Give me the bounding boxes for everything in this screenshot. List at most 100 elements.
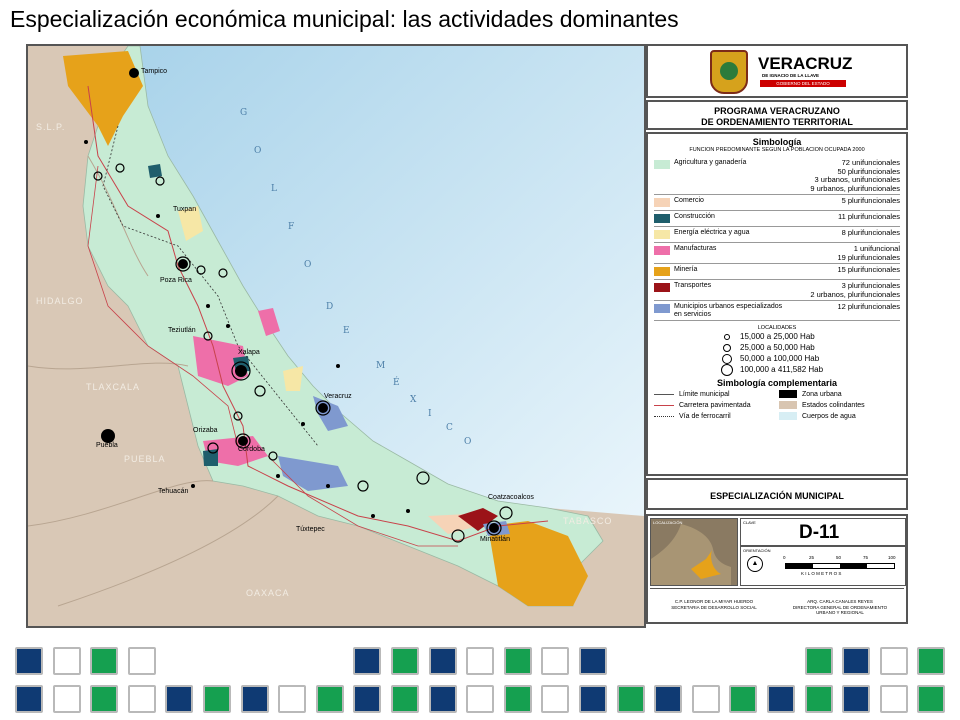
urban-zone-xalapa xyxy=(235,365,247,377)
mineria-north xyxy=(63,51,143,146)
city-label-xalapa: Xalapa xyxy=(238,349,260,356)
decorative-tile xyxy=(503,647,532,675)
scale-tick: 25 xyxy=(809,555,815,560)
complementary-item: Cuerpos de agua xyxy=(779,412,900,420)
legend-item: Agricultura y ganadería 72 unifuncionale… xyxy=(654,157,900,195)
signer-1: C.P. LEONOR DE LA MIYAR HUERDO SECRETARI… xyxy=(654,599,774,610)
sea-letter: C xyxy=(446,423,453,433)
legend-item: Municipios urbanos especializados en ser… xyxy=(654,301,900,321)
legend-item: Transportes 3 plurifuncionales 2 urbanos… xyxy=(654,280,900,301)
decorative-tile xyxy=(654,685,683,713)
decorative-tile xyxy=(353,685,382,713)
legend-item-counts: 12 plurifuncionales xyxy=(788,302,900,312)
locality-circles xyxy=(93,163,513,543)
decorative-tile xyxy=(466,685,495,713)
complementary-label: Carretera pavimentada xyxy=(679,401,751,409)
complementary-item: Estados colindantes xyxy=(779,401,900,409)
urban-zone-swatch xyxy=(779,390,797,398)
scale-unit: K I L O M E T R O S xyxy=(801,571,842,576)
legend-count: 3 plurifuncionales xyxy=(841,281,900,290)
legend-item-name: Construcción xyxy=(674,213,715,220)
complementary-item: Zona urbana xyxy=(779,390,900,398)
decorative-tile xyxy=(315,685,344,713)
decorative-tile xyxy=(729,685,758,713)
legend-item: Comercio 5 plurifuncionales xyxy=(654,195,900,211)
program-panel: PROGRAMA VERACRUZANO DE ORDENAMIENTO TER… xyxy=(646,100,908,130)
legend-swatch xyxy=(654,283,670,292)
legend-count: 19 plurifuncionales xyxy=(837,252,900,262)
scale-tick: 100 xyxy=(888,555,896,560)
signer-role: URBANO Y REGIONAL xyxy=(816,610,864,615)
decorative-tile xyxy=(165,685,194,713)
sea-letter: O xyxy=(304,260,312,270)
locality-circle-icon xyxy=(722,353,732,364)
municipal-limit-line-icon xyxy=(654,393,674,395)
legend-item-counts: 8 plurifuncionales xyxy=(788,228,900,238)
sea-letter: L xyxy=(271,184,277,194)
legend-swatch xyxy=(654,160,670,169)
city-label-orizaba: Orizaba xyxy=(193,427,218,434)
legend-item-name: Transportes xyxy=(674,282,712,289)
city-label-tuxpan: Tuxpan xyxy=(173,206,197,213)
city-label-tampico: Tampico xyxy=(141,68,168,75)
legend-count: 15 plurifuncionales xyxy=(837,265,900,274)
sea-letter: O xyxy=(464,437,472,447)
water-bodies-swatch xyxy=(779,412,797,420)
brand-sub: DE IGNACIO DE LA LLAVE xyxy=(762,73,820,78)
legend-item-counts: 11 plurifuncionales xyxy=(788,212,900,222)
urban-zone-veracruz xyxy=(318,403,328,413)
legend-item: Minería 15 plurifuncionales xyxy=(654,264,900,280)
energia-tuxpan xyxy=(178,206,203,241)
secondary-highway xyxy=(87,165,458,547)
locality-row: 25,000 a 50,000 Hab xyxy=(654,342,900,353)
legend-item-name: Municipios urbanos especializados en ser… xyxy=(674,303,783,318)
legend-count: 1 unifuncional xyxy=(853,244,900,253)
urban-zone-tampico xyxy=(129,68,139,78)
decorative-tile xyxy=(767,685,795,713)
signer-name: C.P. LEONOR DE LA MIYAR HUERDO xyxy=(674,599,754,604)
sea-letter: D xyxy=(326,302,334,312)
mineria-south xyxy=(488,521,588,606)
legend-panel: Simbología FUNCION PREDOMINANTE SEGUN LA… xyxy=(646,132,908,476)
legend-item: Energía eléctrica y agua 8 plurifunciona… xyxy=(654,227,900,243)
decorative-tile xyxy=(391,647,419,675)
legend-count: 9 urbanos, plurifuncionales xyxy=(810,183,900,193)
complementary-title: Simbología complementaria xyxy=(716,378,838,388)
decorative-tile xyxy=(428,647,457,675)
region-label-puebla: PUEBLA xyxy=(124,454,166,464)
region-label-slp: S.L.P. xyxy=(36,122,66,132)
legend-item-name: Minería xyxy=(674,266,698,273)
locality-circle-icon xyxy=(721,363,733,376)
decorative-tile xyxy=(90,647,119,675)
north-arrow-icon: ▲ xyxy=(747,556,763,572)
decorative-tile xyxy=(691,685,720,713)
energia-veracruz xyxy=(283,366,303,391)
sea-letter: M xyxy=(376,361,386,371)
sea-letter: É xyxy=(393,378,400,388)
neighbor-states-swatch xyxy=(779,401,797,409)
complementary-label: Zona urbana xyxy=(802,390,842,398)
region-label-tlaxcala: TLAXCALA xyxy=(86,382,141,392)
sea-letter: X xyxy=(410,395,417,405)
highway-line-icon xyxy=(654,404,674,406)
decorative-tile xyxy=(917,647,946,675)
urban-zone-cordoba xyxy=(238,436,248,446)
sea-letter: G xyxy=(240,108,248,118)
inset-map-svg xyxy=(651,524,731,585)
legend-swatch xyxy=(654,230,670,239)
servicios-cordoba xyxy=(278,456,348,491)
urban-zone-puebla xyxy=(101,429,115,443)
complementary-legend: Límite municipal Zona urbana Carretera p… xyxy=(654,390,900,420)
complementary-item: Carretera pavimentada xyxy=(654,401,775,409)
decorative-tile xyxy=(917,685,946,713)
legend-item-name: Comercio xyxy=(674,197,704,204)
legend-item-counts: 3 plurifuncionales 2 urbanos, plurifunci… xyxy=(788,281,900,299)
key-label: CLAVE xyxy=(743,520,756,525)
legend-swatch xyxy=(654,198,670,207)
city-label-cordoba: Córdoba xyxy=(238,446,265,453)
legend-count: 11 plurifuncionales xyxy=(838,212,900,221)
decorative-tile xyxy=(879,685,908,713)
legend-swatch xyxy=(654,246,670,255)
legend-title: Simbología xyxy=(752,137,802,147)
urban-zone-minatitlan xyxy=(489,523,499,533)
